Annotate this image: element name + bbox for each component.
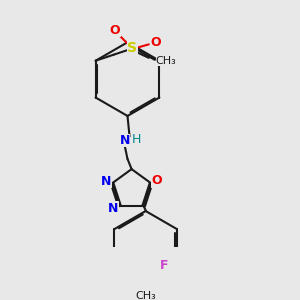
Text: N: N bbox=[108, 202, 118, 215]
Text: S: S bbox=[128, 41, 137, 56]
Text: O: O bbox=[152, 174, 162, 187]
Text: F: F bbox=[160, 259, 169, 272]
Text: N: N bbox=[119, 134, 130, 147]
Text: N: N bbox=[101, 175, 111, 188]
Text: CH₃: CH₃ bbox=[135, 291, 156, 300]
Text: CH₃: CH₃ bbox=[156, 56, 176, 66]
Text: O: O bbox=[151, 36, 161, 49]
Text: O: O bbox=[110, 23, 120, 37]
Text: H: H bbox=[132, 133, 142, 146]
